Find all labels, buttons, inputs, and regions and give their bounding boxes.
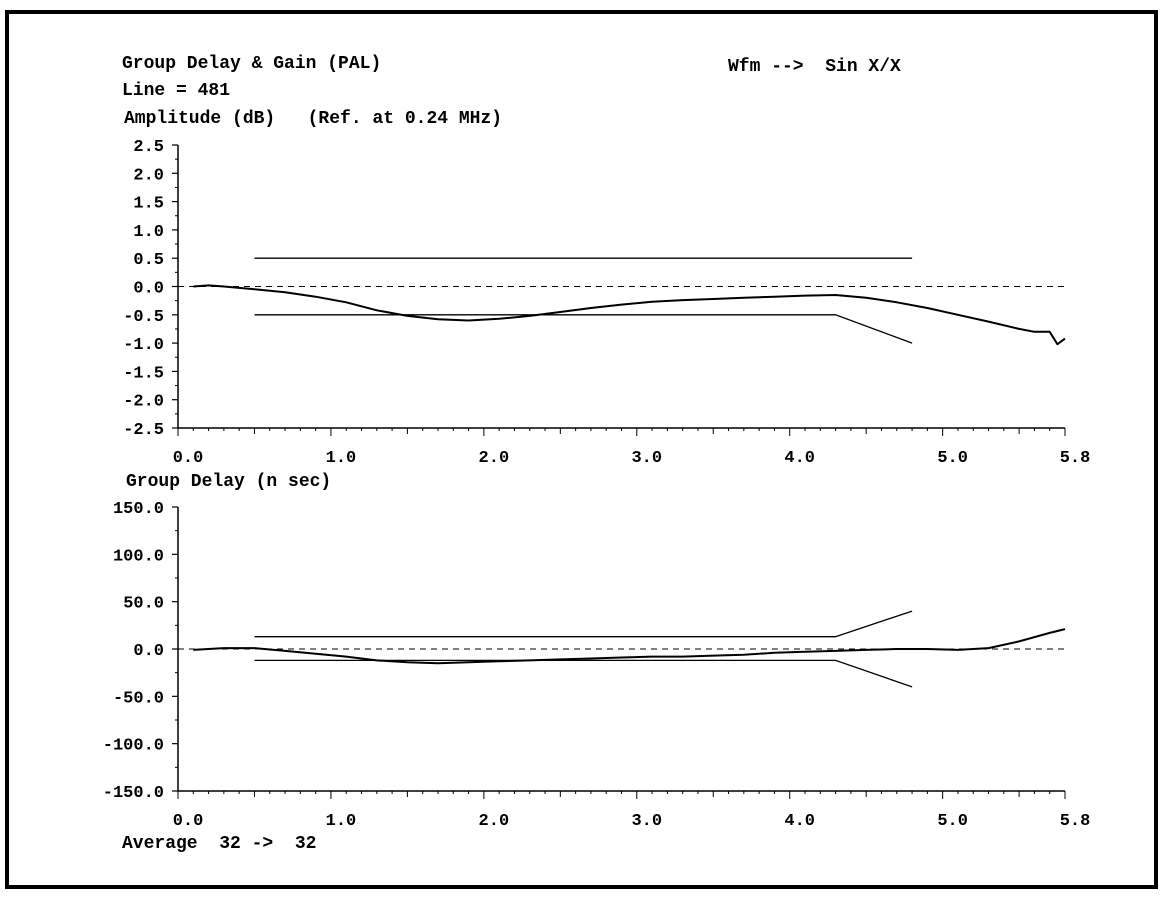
amplitude-x-tick-label: 3.0 (631, 449, 662, 468)
amplitude-x-tick-label: 5.8 (1060, 449, 1091, 468)
group-delay-y-tick-label: 0.0 (133, 642, 164, 661)
group-delay-x-tick-label: 0.0 (173, 812, 204, 831)
amplitude-y-tick-label: -2.0 (123, 393, 164, 412)
amplitude-limit-line-lower (254, 314, 913, 344)
amplitude-y-tick-label: -1.5 (123, 364, 164, 383)
amplitude-x-tick-label: 4.0 (784, 449, 815, 468)
group-delay-limit-line-upper (254, 610, 913, 638)
group-delay-x-tick-label: 5.8 (1060, 812, 1091, 831)
chart-frame (5, 10, 1158, 889)
amplitude-y-tick-label: -0.5 (123, 308, 164, 327)
amplitude-y-tick-label: 0.5 (133, 251, 164, 270)
amplitude-y-tick-label: 1.0 (133, 223, 164, 242)
group-delay-y-tick-label: -100.0 (103, 737, 164, 756)
amplitude-y-tick-label: 2.5 (133, 138, 164, 157)
amplitude-y-tick-label: 0.0 (133, 280, 164, 299)
amplitude-y-tick-label: -2.5 (123, 421, 164, 440)
amplitude-axis-label: Amplitude (dB) (Ref. at 0.24 MHz) (124, 109, 503, 129)
amplitude-x-tick-label: 2.0 (479, 449, 510, 468)
amplitude-y-tick-label: -1.0 (123, 336, 164, 355)
amplitude-x-tick-label: 0.0 (173, 449, 204, 468)
chart-title: Group Delay & Gain (PAL) (122, 54, 382, 74)
group-delay-x-tick-label: 3.0 (631, 812, 662, 831)
group-delay-y-tick-label: -150.0 (103, 784, 164, 803)
group-delay-axis-label: Group Delay (n sec) (126, 472, 332, 492)
group-delay-x-tick-label: 1.0 (326, 812, 357, 831)
amplitude-x-tick-label: 5.0 (937, 449, 968, 468)
group-delay-measured-trace (193, 628, 1066, 665)
group-delay-x-tick-label: 4.0 (784, 812, 815, 831)
line-number: Line = 481 (122, 81, 231, 101)
group-delay-y-tick-label: -50.0 (113, 689, 164, 708)
group-delay-y-tick-label: 50.0 (123, 595, 164, 614)
group-delay-y-tick-label: 150.0 (113, 500, 164, 519)
amplitude-measured-trace (193, 284, 1066, 346)
amplitude-y-tick-label: 1.5 (133, 195, 164, 214)
average-label: Average 32 -> 32 (122, 834, 317, 854)
group-delay-x-tick-label: 2.0 (479, 812, 510, 831)
waveform-label: Wfm --> Sin X/X (728, 57, 901, 77)
group-delay-x-tick-label: 5.0 (937, 812, 968, 831)
amplitude-x-tick-label: 1.0 (326, 449, 357, 468)
amplitude-y-tick-label: 2.0 (133, 166, 164, 185)
group-delay-limit-line-lower (254, 659, 913, 688)
group-delay-y-tick-label: 100.0 (113, 547, 164, 566)
